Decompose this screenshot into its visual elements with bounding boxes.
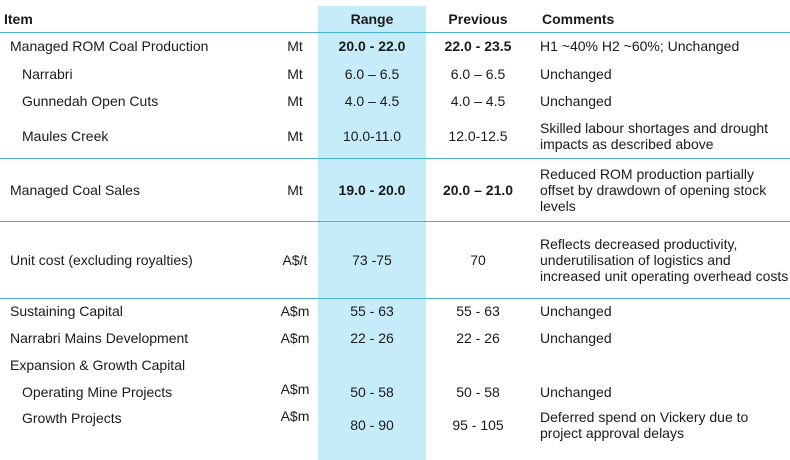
row-comments: Unchanged <box>540 65 612 82</box>
row-item: Unit cost (excluding royalties) <box>10 251 193 268</box>
header-previous: Previous <box>448 10 508 27</box>
table-row: Growth Projects A$m 80 - 90 95 - 105 Def… <box>0 405 790 445</box>
row-unit: A$m <box>280 303 310 320</box>
row-unit: Mt <box>287 65 303 82</box>
row-comments: Unchanged <box>540 303 612 320</box>
row-range: 20.0 - 22.0 <box>338 38 406 55</box>
table-row: Managed ROM Coal Production Mt 20.0 - 22… <box>0 32 790 60</box>
row-range <box>318 351 426 378</box>
row-previous: 22.0 - 23.5 <box>444 38 512 55</box>
row-previous: 70 <box>470 251 486 268</box>
row-comments: Unchanged <box>540 329 612 346</box>
row-comments: H1 ~40% H2 ~60%; Unchanged <box>540 38 740 55</box>
row-range: 4.0 – 4.5 <box>344 93 400 109</box>
table-row: Managed Coal Sales Mt 19.0 - 20.0 20.0 –… <box>0 158 790 221</box>
row-item: Expansion & Growth Capital <box>10 356 186 373</box>
row-comments: Unchanged <box>540 93 612 109</box>
row-unit: Mt <box>287 93 303 109</box>
row-unit: A$m <box>280 329 310 346</box>
row-unit: Mt <box>287 181 303 198</box>
row-range: 50 - 58 <box>350 383 394 400</box>
header-range: Range <box>350 10 394 27</box>
row-previous: 6.0 – 6.5 <box>450 65 506 82</box>
header-unit <box>272 6 318 32</box>
row-previous: 4.0 – 4.5 <box>450 93 506 109</box>
row-previous <box>426 351 530 378</box>
row-range: 73 -75 <box>352 251 392 268</box>
table-row: Gunnedah Open Cuts Mt 4.0 – 4.5 4.0 – 4.… <box>0 87 790 115</box>
row-range: 22 - 26 <box>350 329 394 346</box>
row-item: Sustaining Capital <box>10 303 123 320</box>
row-comments: Skilled labour shortages and drought imp… <box>540 120 769 153</box>
row-item: Maules Creek <box>22 128 109 145</box>
row-unit <box>272 351 318 378</box>
row-comments: Reduced ROM production partially offset … <box>540 165 767 214</box>
row-comments: Unchanged <box>540 383 612 400</box>
row-unit: A$/t <box>282 251 308 268</box>
table-row: Sustaining Capital A$m 55 - 63 55 - 63 U… <box>0 298 790 324</box>
row-previous: 95 - 105 <box>452 417 504 433</box>
row-range: 10.0-11.0 <box>342 128 402 145</box>
guidance-table: Item Range Previous Comments Managed ROM… <box>0 6 790 445</box>
row-item: Narrabri <box>22 65 73 82</box>
row-previous: 50 - 58 <box>456 383 500 400</box>
row-unit: Mt <box>287 38 303 55</box>
header-row: Item Range Previous Comments <box>0 6 790 32</box>
row-range: 80 - 90 <box>350 417 394 433</box>
row-previous: 22 - 26 <box>456 329 500 346</box>
row-previous: 20.0 – 21.0 <box>442 181 514 198</box>
row-previous: 12.0-12.5 <box>448 128 508 145</box>
row-item: Operating Mine Projects <box>22 383 173 400</box>
row-item: Narrabri Mains Development <box>10 329 189 346</box>
row-unit: Mt <box>287 128 303 145</box>
row-unit: A$m <box>280 381 310 397</box>
row-unit: A$m <box>280 408 310 424</box>
row-previous: 55 - 63 <box>456 303 500 320</box>
row-comments <box>530 351 790 378</box>
row-item: Managed Coal Sales <box>10 181 140 198</box>
table-row: Expansion & Growth Capital <box>0 351 790 378</box>
range-column-highlight <box>318 6 426 460</box>
row-comments: Reflects decreased productivity, underut… <box>540 235 789 284</box>
row-range: 6.0 – 6.5 <box>344 65 400 82</box>
table-row: Operating Mine Projects A$m 50 - 58 50 -… <box>0 378 790 405</box>
row-range: 55 - 63 <box>350 303 394 320</box>
header-comments: Comments <box>542 10 615 27</box>
row-item: Managed ROM Coal Production <box>10 38 209 55</box>
row-comments: Deferred spend on Vickery due to project… <box>540 409 749 441</box>
row-range: 19.0 - 20.0 <box>338 181 406 198</box>
table-row: Unit cost (excluding royalties) A$/t 73 … <box>0 221 790 298</box>
header-item: Item <box>4 10 33 27</box>
table-row: Narrabri Mt 6.0 – 6.5 6.0 – 6.5 Unchange… <box>0 60 790 87</box>
row-item: Gunnedah Open Cuts <box>22 93 159 109</box>
table-row: Maules Creek Mt 10.0-11.0 12.0-12.5 Skil… <box>0 115 790 158</box>
row-item: Growth Projects <box>22 410 122 426</box>
table-row: Narrabri Mains Development A$m 22 - 26 2… <box>0 324 790 351</box>
